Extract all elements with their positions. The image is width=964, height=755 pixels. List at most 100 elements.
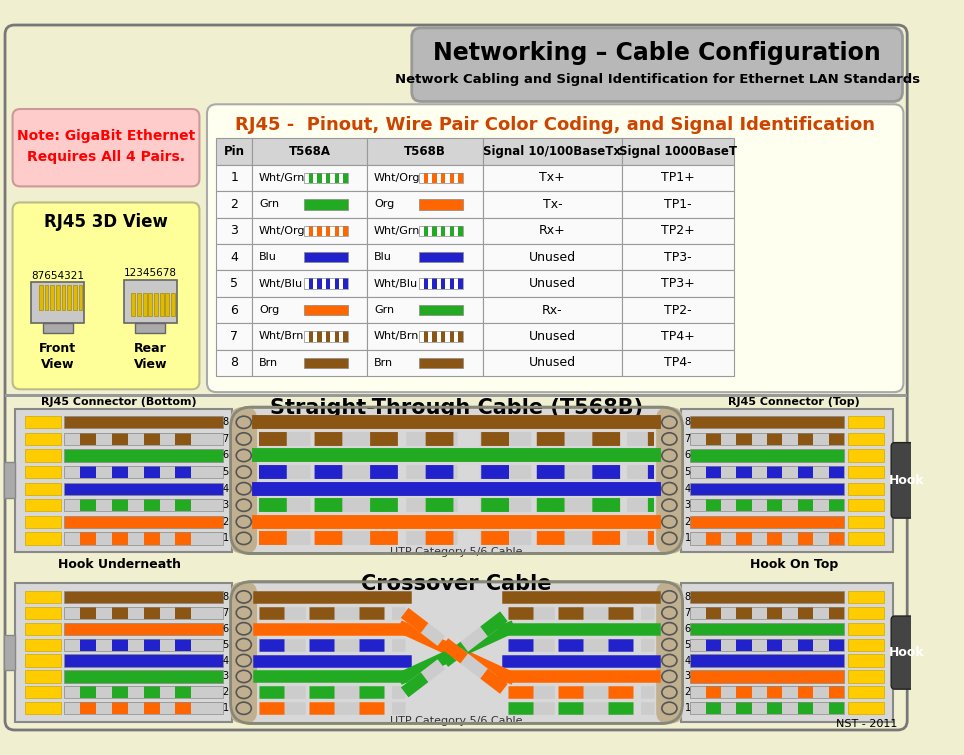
Text: Unused: Unused (529, 330, 576, 343)
Bar (175, 466, 191, 478)
Bar (767, 686, 783, 698)
Bar (335, 173, 339, 183)
Bar (419, 279, 463, 289)
Text: Hook: Hook (889, 646, 924, 659)
Text: TP3-: TP3- (664, 251, 692, 263)
Bar (175, 702, 191, 714)
Bar (44, 285, 48, 310)
Text: Front
View: Front View (40, 342, 76, 371)
Bar (441, 173, 445, 183)
Bar (4, 462, 15, 498)
Bar (216, 165, 253, 191)
Bar (50, 285, 54, 310)
Bar (736, 466, 752, 478)
Bar (80, 532, 96, 544)
Bar (253, 323, 367, 350)
Bar (690, 607, 844, 619)
Bar (622, 217, 734, 244)
Text: 6: 6 (684, 451, 690, 461)
Text: Note: GigaBit Ethernet
Requires All 4 Pairs.: Note: GigaBit Ethernet Requires All 4 Pa… (17, 129, 195, 164)
Text: 7: 7 (223, 608, 228, 618)
Bar (25, 466, 61, 478)
Bar (326, 173, 331, 183)
Bar (419, 226, 463, 236)
Text: NST - 2011: NST - 2011 (837, 719, 897, 729)
Bar (419, 331, 463, 342)
Bar (419, 358, 463, 368)
Text: 4: 4 (230, 251, 238, 263)
Bar (65, 702, 223, 714)
Bar (483, 270, 622, 297)
Text: Grn: Grn (374, 305, 394, 315)
Bar (767, 466, 783, 478)
Bar (25, 449, 61, 461)
Bar (5, 394, 907, 397)
FancyBboxPatch shape (230, 407, 683, 553)
Text: Wht/Org: Wht/Org (259, 226, 306, 236)
Bar (690, 516, 844, 528)
Bar (65, 499, 223, 511)
Bar (690, 449, 844, 461)
Bar (736, 433, 752, 445)
Bar (367, 138, 483, 165)
Bar (65, 516, 223, 528)
Bar (317, 226, 322, 236)
Bar (767, 532, 783, 544)
Bar (419, 173, 463, 183)
Text: 1: 1 (230, 171, 238, 184)
Bar (690, 670, 844, 683)
Bar (65, 607, 223, 619)
Bar (829, 702, 844, 714)
Bar (135, 323, 166, 333)
Bar (690, 590, 844, 603)
Text: 1: 1 (223, 703, 228, 713)
Bar (483, 323, 622, 350)
Text: 4: 4 (684, 484, 690, 494)
Bar (419, 279, 463, 289)
Text: UTP Category 5/6 Cable: UTP Category 5/6 Cable (389, 716, 522, 726)
Text: Networking – Cable Configuration: Networking – Cable Configuration (433, 42, 881, 66)
Bar (419, 199, 463, 210)
Bar (449, 173, 454, 183)
Bar (62, 285, 66, 310)
Bar (449, 279, 454, 289)
Text: 3: 3 (230, 224, 238, 237)
Text: Tx-: Tx- (543, 198, 562, 211)
Bar (706, 433, 721, 445)
Bar (25, 607, 61, 619)
Bar (154, 293, 158, 316)
Bar (829, 433, 844, 445)
Text: 7: 7 (684, 434, 691, 444)
Text: 6: 6 (230, 304, 238, 316)
Bar (829, 639, 844, 651)
Bar (25, 670, 61, 683)
Text: 1: 1 (684, 703, 690, 713)
Text: Network Cabling and Signal Identification for Ethernet LAN Standards: Network Cabling and Signal Identificatio… (394, 73, 920, 86)
Bar (305, 358, 348, 368)
FancyBboxPatch shape (13, 109, 200, 186)
Text: Wht/Org: Wht/Org (374, 173, 420, 183)
Bar (25, 416, 61, 428)
Bar (690, 466, 844, 478)
Text: Wht/Grn: Wht/Grn (259, 173, 306, 183)
Bar (449, 226, 454, 236)
Bar (829, 466, 844, 478)
Text: Wht/Brn: Wht/Brn (374, 331, 419, 341)
Bar (216, 323, 253, 350)
Bar (432, 173, 437, 183)
Bar (622, 244, 734, 270)
Bar (736, 532, 752, 544)
Text: 8: 8 (684, 592, 690, 602)
Bar (65, 532, 223, 544)
Bar (419, 173, 463, 183)
Text: 8: 8 (223, 418, 228, 427)
Bar (798, 607, 814, 619)
Bar (690, 433, 844, 445)
Bar (419, 305, 463, 316)
Bar (216, 297, 253, 323)
Bar (65, 416, 223, 428)
Bar (65, 482, 223, 495)
FancyBboxPatch shape (230, 582, 257, 723)
Bar (622, 191, 734, 217)
Bar (67, 285, 71, 310)
